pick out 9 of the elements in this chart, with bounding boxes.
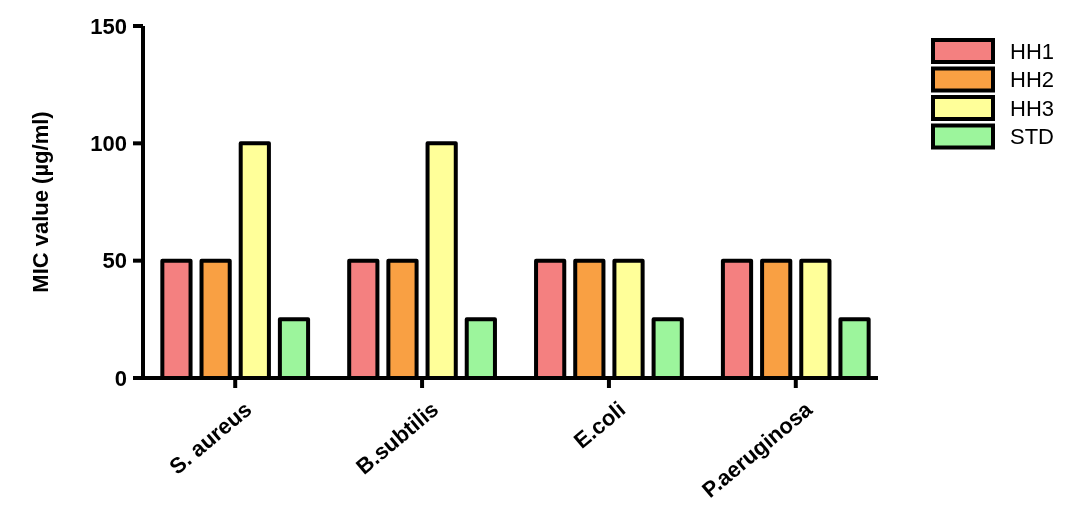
- y-tick-label: 0: [114, 365, 127, 391]
- y-axis-title: MIC value (µg/ml): [28, 111, 53, 293]
- legend-label: HH3: [1010, 95, 1055, 121]
- y-tick-label: 150: [90, 13, 127, 39]
- legend-label: HH1: [1010, 38, 1055, 64]
- legend-label: STD: [1010, 124, 1054, 150]
- legend-label: HH2: [1010, 67, 1055, 93]
- y-tick-label: 100: [90, 131, 127, 157]
- y-tick-label: 50: [102, 248, 127, 274]
